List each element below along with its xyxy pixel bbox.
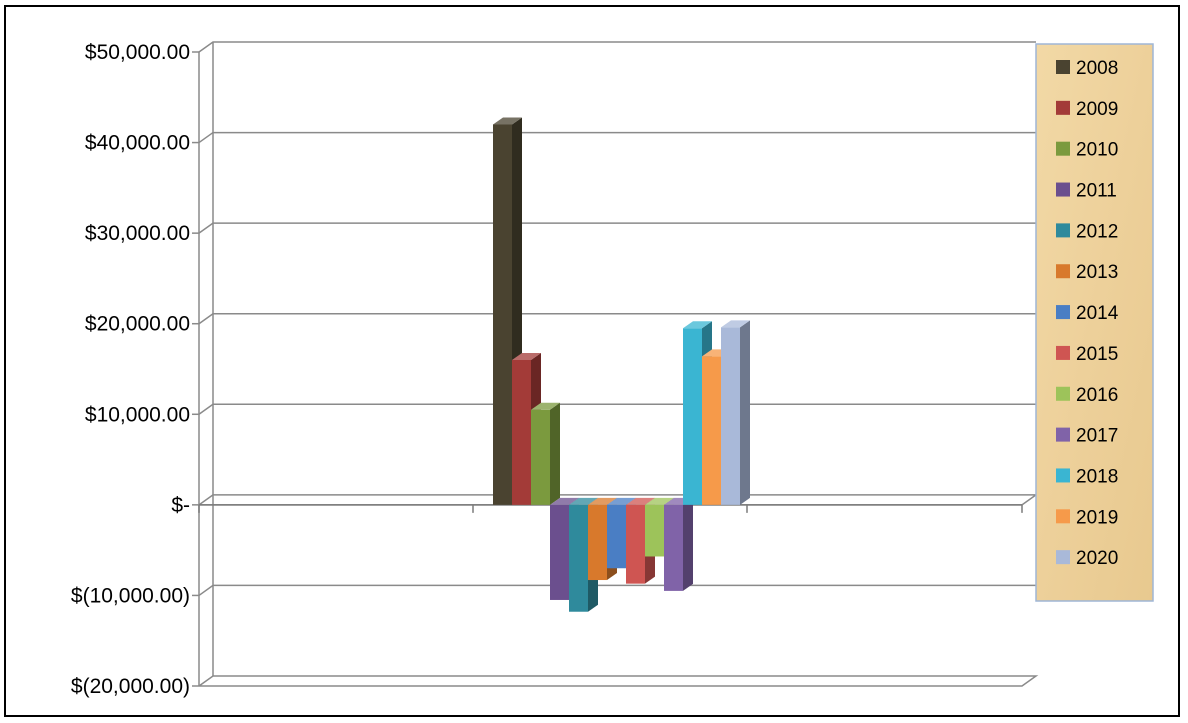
legend: 2008 2009 2010 2011 2012 2013 2014 2015 2016 2017… bbox=[1035, 43, 1154, 602]
bar-side bbox=[740, 320, 750, 505]
bar-top bbox=[626, 497, 655, 505]
y-tick-label: $(20,000.00) bbox=[71, 675, 190, 698]
legend-label: 2020 bbox=[1076, 548, 1118, 569]
legend-label: 2008 bbox=[1076, 58, 1118, 79]
bars bbox=[493, 117, 750, 612]
y-tick-label: $- bbox=[171, 494, 190, 517]
bar-front bbox=[645, 504, 664, 557]
bar-front bbox=[569, 504, 588, 612]
legend-swatch bbox=[1056, 182, 1070, 197]
legend-label: 2012 bbox=[1076, 221, 1118, 242]
legend-swatch bbox=[1056, 345, 1070, 360]
legend-item-2009: 2009 bbox=[1056, 99, 1118, 120]
bar-2020 bbox=[721, 320, 750, 505]
gridline bbox=[198, 403, 1036, 415]
bar-front bbox=[512, 359, 531, 505]
gridline bbox=[198, 131, 1036, 144]
bar-front bbox=[550, 504, 569, 600]
bar-top bbox=[493, 117, 522, 125]
legend-item-2016: 2016 bbox=[1056, 385, 1118, 406]
gridline bbox=[198, 222, 1036, 234]
legend-item-2019: 2019 bbox=[1056, 507, 1118, 528]
bar-front bbox=[607, 504, 626, 569]
bar-front bbox=[664, 504, 683, 591]
legend-swatch bbox=[1056, 264, 1070, 279]
legend-swatch bbox=[1056, 386, 1070, 401]
legend-label: 2018 bbox=[1076, 466, 1118, 487]
bar-top bbox=[550, 497, 579, 505]
y-tick-label: $10,000.00 bbox=[85, 403, 190, 426]
legend-item-2017: 2017 bbox=[1056, 426, 1118, 447]
legend-label: 2010 bbox=[1076, 140, 1118, 161]
bar-front bbox=[626, 504, 645, 584]
bar-top bbox=[512, 352, 541, 360]
legend-swatch bbox=[1056, 550, 1070, 565]
legend-swatch bbox=[1056, 468, 1070, 483]
legend-label: 2011 bbox=[1076, 181, 1117, 202]
gridline bbox=[198, 675, 1039, 687]
gridline bbox=[198, 41, 1036, 53]
gridline bbox=[198, 584, 1036, 597]
legend-item-2010: 2010 bbox=[1056, 140, 1118, 161]
legend-label: 2015 bbox=[1076, 344, 1118, 365]
y-tick-label: $40,000.00 bbox=[85, 132, 190, 155]
bar-top bbox=[607, 497, 636, 505]
legend-item-2012: 2012 bbox=[1056, 221, 1118, 242]
legend-swatch bbox=[1056, 509, 1070, 524]
legend-swatch bbox=[1056, 427, 1070, 442]
legend-label: 2013 bbox=[1076, 262, 1118, 283]
legend-label: 2009 bbox=[1076, 99, 1118, 120]
y-tick-label: $(10,000.00) bbox=[71, 584, 190, 607]
bar-2017 bbox=[664, 497, 693, 591]
legend-item-2014: 2014 bbox=[1056, 303, 1119, 324]
bar-top bbox=[645, 497, 674, 505]
bar-side bbox=[550, 402, 560, 505]
bar-front bbox=[702, 356, 721, 505]
legend-swatch bbox=[1056, 223, 1070, 238]
legend-item-2008: 2008 bbox=[1056, 58, 1118, 79]
legend-label: 2019 bbox=[1076, 507, 1118, 528]
gridlines bbox=[192, 41, 1039, 687]
legend-box bbox=[1035, 43, 1154, 602]
y-axis-tick-labels: $50,000.00 $40,000.00 $30,000.00 $20,000.00… bbox=[71, 41, 190, 698]
legend-item-2013: 2013 bbox=[1056, 262, 1118, 283]
bar-2010 bbox=[531, 402, 560, 505]
plot-walls bbox=[198, 42, 214, 686]
legend-item-2015: 2015 bbox=[1056, 344, 1118, 365]
bar-front bbox=[531, 409, 550, 505]
gridline bbox=[198, 312, 1036, 325]
legend-label: 2017 bbox=[1076, 426, 1118, 447]
legend-label: 2014 bbox=[1076, 303, 1119, 324]
legend-item-2011: 2011 bbox=[1056, 181, 1117, 202]
y-tick-label: $30,000.00 bbox=[85, 222, 190, 245]
legend-swatch bbox=[1056, 141, 1070, 156]
y-tick-label: $50,000.00 bbox=[85, 41, 190, 64]
legend-swatch bbox=[1056, 100, 1070, 115]
bar-top bbox=[569, 497, 598, 505]
bar-front bbox=[588, 504, 607, 581]
bar-top bbox=[531, 402, 560, 410]
legend-item-2020: 2020 bbox=[1056, 548, 1118, 569]
bar-top bbox=[588, 497, 617, 505]
legend-item-2018: 2018 bbox=[1056, 466, 1118, 487]
bar-front bbox=[493, 124, 512, 505]
legend-swatch bbox=[1056, 60, 1070, 74]
bar-front bbox=[683, 328, 702, 505]
legend-swatch bbox=[1056, 305, 1070, 320]
y-tick-label: $20,000.00 bbox=[85, 313, 190, 336]
bar-top bbox=[683, 321, 712, 329]
bar-top bbox=[721, 320, 750, 328]
bar-front bbox=[721, 327, 740, 505]
bar-side bbox=[683, 497, 693, 591]
legend-label: 2016 bbox=[1076, 385, 1118, 406]
